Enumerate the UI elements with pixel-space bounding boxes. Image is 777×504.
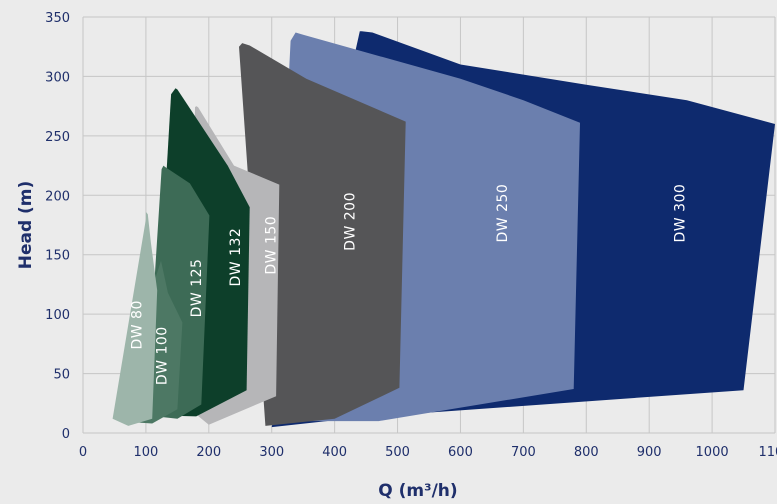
y-axis-title: Head (m) [16,181,36,270]
region-dw-200 [239,43,406,426]
x-tick-label: 1000 [696,445,729,460]
x-tick-label: 300 [259,445,284,460]
x-tick-label: 600 [448,445,473,460]
x-tick-label: 800 [574,445,599,460]
region-label-dw-300: DW 300 [673,184,689,243]
x-axis-ticks: 0 100 200 300 400 500 600 700 800 900 1000 1100 [79,445,777,460]
x-tick-label: 500 [385,445,410,460]
y-tick-label: 0 [62,427,70,442]
x-tick-label: 1100 [758,445,777,460]
region-label-dw-80: DW 80 [130,300,146,349]
region-label-dw-100: DW 100 [154,326,170,385]
x-tick-label: 200 [196,445,221,460]
region-label-dw-200: DW 200 [342,192,358,251]
pump-regions: DW 300 DW 250 DW 200 DW 150 DW 132 DW 125 DW 1… [112,31,775,428]
region-label-dw-150: DW 150 [264,216,280,275]
region-label-dw-132: DW 132 [228,228,244,287]
y-tick-label: 300 [45,70,70,85]
y-tick-label: 250 [45,130,70,145]
y-tick-label: 350 [45,11,70,26]
y-tick-label: 150 [45,249,70,264]
region-label-dw-250: DW 250 [495,184,511,243]
x-tick-label: 0 [79,445,87,460]
y-axis-ticks: 0 50 100 150 200 250 300 350 [45,11,70,442]
y-tick-label: 50 [53,368,70,383]
x-tick-label: 900 [637,445,662,460]
region-dw-80 [112,211,158,426]
x-tick-label: 100 [133,445,158,460]
y-tick-label: 200 [45,189,70,204]
x-axis-title: Q (m³/h) [378,481,457,501]
region-label-dw-125: DW 125 [189,259,205,318]
x-tick-label: 700 [511,445,536,460]
y-tick-label: 100 [45,308,70,323]
x-tick-label: 400 [322,445,347,460]
